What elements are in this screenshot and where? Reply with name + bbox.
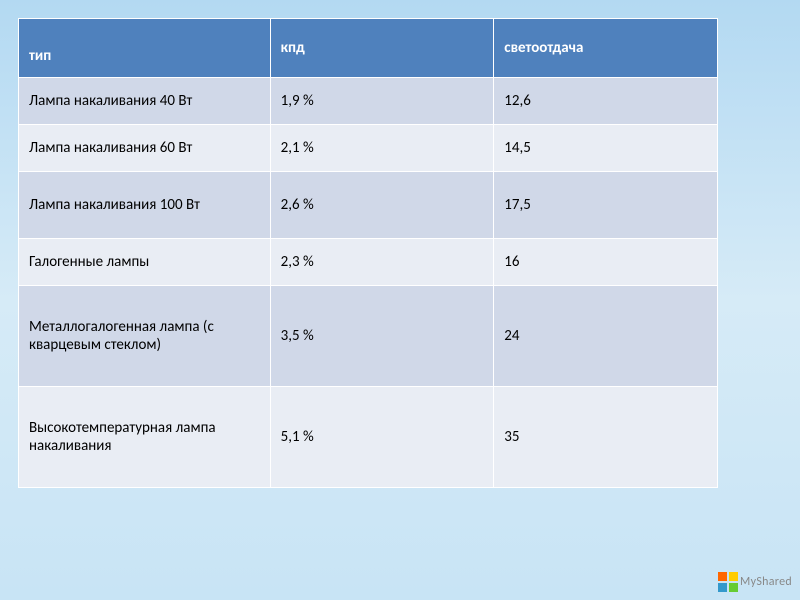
cell-light: 24 — [494, 286, 718, 387]
cell-light: 35 — [494, 387, 718, 488]
table-body: Лампа накаливания 40 Вт 1,9 % 12,6 Лампа… — [19, 78, 718, 488]
header-type: тип — [19, 19, 271, 78]
cell-kpd: 2,3 % — [270, 239, 494, 286]
logo-square — [729, 572, 738, 581]
cell-kpd: 3,5 % — [270, 286, 494, 387]
cell-light: 14,5 — [494, 125, 718, 172]
table-row: Лампа накаливания 40 Вт 1,9 % 12,6 — [19, 78, 718, 125]
lamp-efficiency-table: тип кпд светоотдача Лампа накаливания 40… — [18, 18, 718, 488]
logo-square — [729, 583, 738, 592]
lamp-table-container: тип кпд светоотдача Лампа накаливания 40… — [18, 18, 718, 488]
table-row: Галогенные лампы 2,3 % 16 — [19, 239, 718, 286]
table-row: Лампа накаливания 60 Вт 2,1 % 14,5 — [19, 125, 718, 172]
cell-type: Металлогалогенная лампа (с кварцевым сте… — [19, 286, 271, 387]
cell-type: Галогенные лампы — [19, 239, 271, 286]
cell-type: Высокотемпературная лампа накаливания — [19, 387, 271, 488]
table-row: Лампа накаливания 100 Вт 2,6 % 17,5 — [19, 172, 718, 239]
header-light: светоотдача — [494, 19, 718, 78]
cell-kpd: 5,1 % — [270, 387, 494, 488]
cell-kpd: 2,1 % — [270, 125, 494, 172]
cell-light: 17,5 — [494, 172, 718, 239]
cell-type: Лампа накаливания 40 Вт — [19, 78, 271, 125]
cell-light: 16 — [494, 239, 718, 286]
cell-kpd: 1,9 % — [270, 78, 494, 125]
table-header-row: тип кпд светоотдача — [19, 19, 718, 78]
cell-light: 12,6 — [494, 78, 718, 125]
logo-text: MyShared — [740, 575, 792, 589]
logo-square — [718, 583, 727, 592]
logo-square — [718, 572, 727, 581]
logo-icon — [718, 572, 738, 592]
myshared-logo: MyShared — [718, 572, 792, 592]
table-row: Высокотемпературная лампа накаливания 5,… — [19, 387, 718, 488]
cell-type: Лампа накаливания 100 Вт — [19, 172, 271, 239]
cell-type: Лампа накаливания 60 Вт — [19, 125, 271, 172]
cell-kpd: 2,6 % — [270, 172, 494, 239]
table-row: Металлогалогенная лампа (с кварцевым сте… — [19, 286, 718, 387]
header-kpd: кпд — [270, 19, 494, 78]
